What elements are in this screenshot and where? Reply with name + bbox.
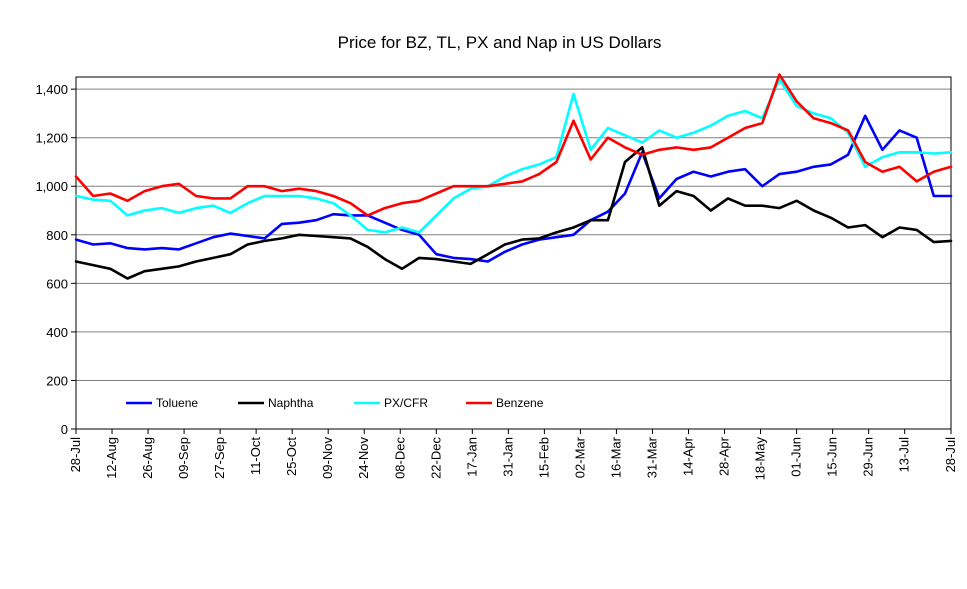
y-tick-label: 1,000 bbox=[35, 179, 68, 194]
x-tick-label: 14-Apr bbox=[681, 436, 696, 476]
x-tick-label: 29-Jun bbox=[861, 437, 876, 477]
legend-label-px-cfr: PX/CFR bbox=[384, 396, 428, 410]
axes: 0 200 400 600 800 1,000 1,200 1,400 28-Jul 12-Aug… bbox=[35, 82, 958, 480]
x-tick-label: 16-Mar bbox=[608, 436, 623, 478]
series-lines bbox=[74, 73, 953, 280]
gridlines bbox=[76, 88, 951, 381]
series-line-naphtha bbox=[74, 146, 953, 280]
x-tick-label: 28-Jul bbox=[943, 437, 958, 473]
y-tick-label: 0 bbox=[61, 422, 68, 437]
chart-title: Price for BZ, TL, PX and Nap in US Dolla… bbox=[337, 33, 662, 52]
x-tick-label: 01-Jun bbox=[789, 437, 804, 477]
x-tick-label: 31-Mar bbox=[644, 436, 659, 478]
x-tick-label: 09-Sep bbox=[176, 437, 191, 479]
x-tick-label: 22-Dec bbox=[428, 437, 443, 479]
x-tick-label: 18-May bbox=[753, 437, 768, 481]
y-tick-label: 800 bbox=[46, 228, 68, 243]
y-tick-label: 400 bbox=[46, 325, 68, 340]
series-line-toluene bbox=[74, 114, 953, 263]
x-tick-label: 28-Jul bbox=[68, 437, 83, 473]
y-tick-label: 1,200 bbox=[35, 131, 68, 146]
y-tick-label: 200 bbox=[46, 373, 68, 388]
x-tick-label: 12-Aug bbox=[104, 437, 119, 479]
x-tick-label: 31-Jan bbox=[500, 437, 515, 477]
series-line-benzene bbox=[74, 73, 953, 217]
legend: Toluene Naphtha PX/CFR Benzene bbox=[126, 396, 544, 410]
y-tick-label: 1,400 bbox=[35, 82, 68, 97]
x-tick-label: 09-Nov bbox=[320, 437, 335, 479]
plot-area bbox=[75, 76, 952, 430]
y-tick-label: 600 bbox=[46, 276, 68, 291]
x-tick-label: 15-Jun bbox=[825, 437, 840, 477]
legend-label-toluene: Toluene bbox=[156, 396, 198, 410]
x-tick-label: 26-Aug bbox=[140, 437, 155, 479]
x-tick-label: 28-Apr bbox=[717, 436, 732, 476]
legend-label-benzene: Benzene bbox=[496, 396, 544, 410]
x-tick-label: 24-Nov bbox=[356, 437, 371, 479]
x-tick-label: 13-Jul bbox=[897, 437, 912, 473]
legend-label-naphtha: Naphtha bbox=[268, 396, 314, 410]
x-tick-label: 11-Oct bbox=[248, 437, 263, 475]
x-tick-label: 25-Oct bbox=[284, 437, 299, 476]
x-tick-label: 08-Dec bbox=[392, 437, 407, 479]
x-tick-label: 17-Jan bbox=[464, 437, 479, 477]
x-tick-label: 27-Sep bbox=[212, 437, 227, 479]
x-tick-label: 02-Mar bbox=[572, 436, 587, 478]
series-line-px-cfr bbox=[74, 78, 953, 234]
x-tick-label: 15-Feb bbox=[536, 437, 551, 478]
